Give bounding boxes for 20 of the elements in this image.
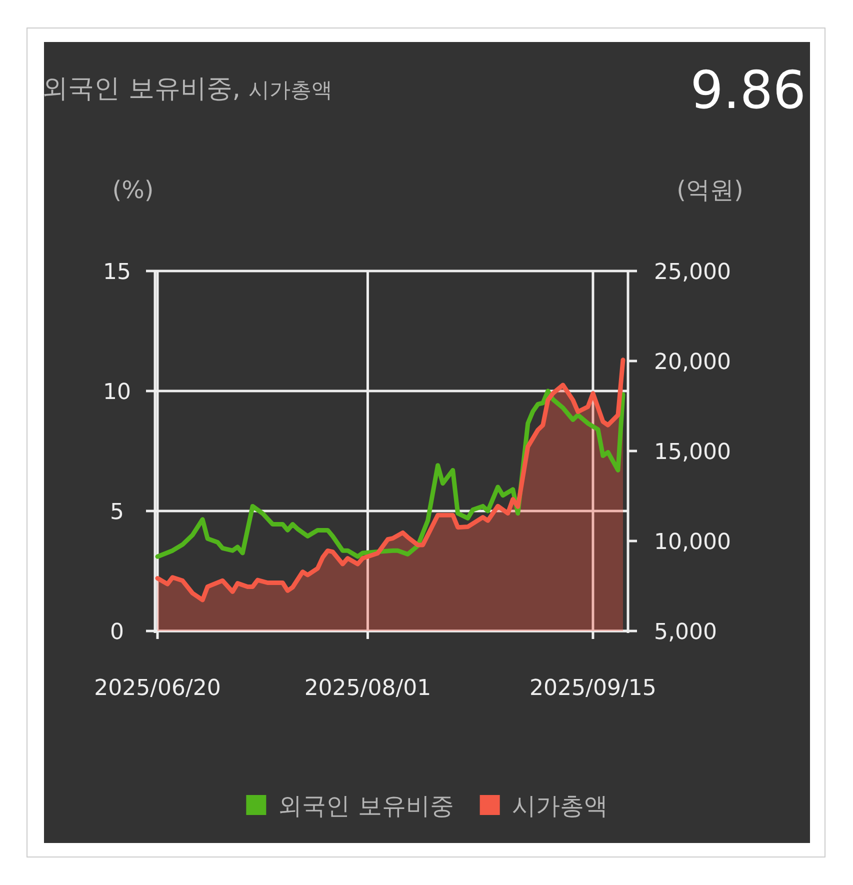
y-tick-label: 5 bbox=[110, 500, 124, 525]
y-tick-label: 15 bbox=[103, 260, 131, 285]
x-tick-label: 2025/08/01 bbox=[304, 676, 432, 701]
legend-label: 외국인 보유비중 bbox=[278, 792, 454, 820]
text: 9.86 bbox=[690, 61, 806, 121]
line-series bbox=[155, 388, 626, 559]
y2-axis-title: (억원) bbox=[676, 176, 744, 204]
y2-tick-label: 5,000 bbox=[654, 620, 717, 645]
chart-title: 외국인 보유비중, bbox=[42, 74, 241, 104]
y2-tick-label: 25,000 bbox=[654, 260, 731, 285]
y-tick-label: 0 bbox=[110, 620, 124, 645]
chart-subtitle: 시가총액 bbox=[248, 78, 333, 102]
y2-tick-label: 10,000 bbox=[654, 530, 731, 555]
legend-label: 시가총액 bbox=[512, 792, 608, 820]
x-tick-label: 2025/09/15 bbox=[530, 676, 656, 701]
x-tick-label: 2025/06/20 bbox=[94, 676, 221, 701]
y2-tick-label: 15,000 bbox=[654, 440, 731, 465]
y-axis-title: (%) bbox=[112, 176, 154, 204]
y-tick-label: 10 bbox=[103, 380, 131, 405]
y2-tick-label: 20,000 bbox=[654, 350, 731, 375]
